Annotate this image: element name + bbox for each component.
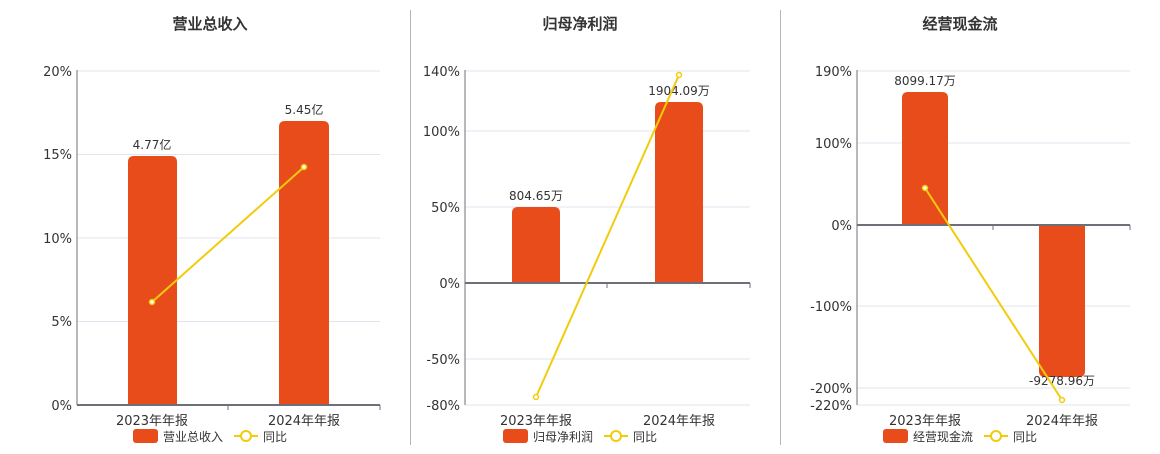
panel-divider — [780, 10, 781, 445]
grid-lines — [77, 70, 380, 322]
y-tick: 0% — [51, 399, 72, 414]
x-category: 2024年年报 — [643, 414, 715, 429]
y-tick: 100% — [423, 125, 460, 140]
chart-panel-revenue: 营业总收入 20% 15% 10% 5% 0% 4.77亿 5.45亿 2023… — [0, 0, 400, 450]
x-category: 2023年年报 — [116, 414, 188, 429]
bar-value-label: 8099.17万 — [894, 74, 956, 88]
bar-2024[interactable] — [279, 121, 329, 405]
x-category: 2023年年报 — [500, 414, 572, 429]
chart-panel-net-profit: 归母净利润 140% 100% 50% 0% -50% -80% 804.65万… — [400, 0, 780, 450]
legend-bar-label[interactable]: 营业总收入 — [163, 430, 223, 444]
legend-line-label[interactable]: 同比 — [1013, 430, 1037, 444]
revenue-chart: 营业总收入 20% 15% 10% 5% 0% 4.77亿 5.45亿 2023… — [43, 15, 381, 444]
y-tick: 0% — [831, 219, 852, 234]
legend-bar-swatch[interactable] — [133, 429, 158, 443]
y-tick: 190% — [815, 65, 852, 80]
y-tick: 0% — [439, 277, 460, 292]
y-tick: 20% — [43, 65, 72, 80]
bar-value-label: -9278.96万 — [1029, 374, 1095, 388]
legend-bar-swatch[interactable] — [883, 429, 908, 443]
cash-flow-chart: 经营现金流 190% 100% 0% -100% -200% -220% 809… — [810, 15, 1131, 444]
bar-value-label: 1904.09万 — [648, 84, 710, 98]
yoy-point[interactable] — [921, 184, 929, 192]
grid-lines — [857, 70, 1130, 406]
chart-title: 经营现金流 — [922, 15, 997, 33]
bar-2024[interactable] — [1039, 225, 1085, 377]
bar-2023[interactable] — [512, 207, 560, 283]
legend-bar-label[interactable]: 归母净利润 — [533, 430, 593, 444]
chart-title: 归母净利润 — [542, 15, 617, 33]
bar-value-label: 4.77亿 — [133, 137, 172, 152]
y-tick: 50% — [431, 201, 460, 216]
y-tick: -200% — [810, 382, 852, 397]
x-category: 2024年年报 — [268, 414, 340, 429]
legend-bar-swatch[interactable] — [503, 429, 528, 443]
legend: 营业总收入 同比 — [133, 429, 287, 444]
y-tick: 15% — [43, 148, 72, 163]
y-axis-labels: 190% 100% 0% -100% -200% -220% — [810, 65, 852, 414]
y-tick: -220% — [810, 399, 852, 414]
legend-line-label[interactable]: 同比 — [263, 430, 287, 444]
bar-value-label: 804.65万 — [509, 189, 563, 203]
x-category: 2023年年报 — [889, 414, 961, 429]
y-tick: -50% — [426, 353, 460, 368]
yoy-point[interactable] — [148, 298, 156, 306]
yoy-line — [151, 166, 305, 303]
y-axis-labels: 20% 15% 10% 5% 0% — [43, 65, 72, 414]
yoy-point[interactable] — [1058, 396, 1066, 404]
chart-panel-cash-flow: 经营现金流 190% 100% 0% -100% -200% -220% 809… — [780, 0, 1160, 450]
legend-line-icon[interactable] — [610, 430, 622, 442]
y-axis-labels: 140% 100% 50% 0% -50% -80% — [423, 65, 460, 414]
x-category: 2024年年报 — [1026, 414, 1098, 429]
bar-2024[interactable] — [655, 102, 703, 283]
y-tick: -100% — [810, 300, 852, 315]
y-tick: 5% — [51, 315, 72, 330]
y-tick: 140% — [423, 65, 460, 80]
yoy-point[interactable] — [532, 393, 540, 401]
legend-line-icon[interactable] — [990, 430, 1002, 442]
legend-line-label[interactable]: 同比 — [633, 430, 657, 444]
y-tick: 100% — [815, 137, 852, 152]
net-profit-chart: 归母净利润 140% 100% 50% 0% -50% -80% 804.65万… — [423, 15, 751, 444]
yoy-line — [924, 187, 1063, 401]
chart-title: 营业总收入 — [172, 15, 247, 33]
yoy-point[interactable] — [300, 163, 308, 171]
panel-divider — [410, 10, 411, 445]
legend: 归母净利润 同比 — [503, 429, 657, 444]
legend-bar-label[interactable]: 经营现金流 — [913, 429, 973, 444]
legend-line-icon[interactable] — [240, 430, 252, 442]
yoy-line — [535, 74, 680, 398]
y-tick: 10% — [43, 232, 72, 247]
legend: 经营现金流 同比 — [883, 429, 1037, 444]
bar-value-label: 5.45亿 — [285, 102, 324, 117]
bar-2023[interactable] — [902, 92, 948, 225]
y-tick: -80% — [426, 399, 460, 414]
bar-2023[interactable] — [128, 156, 177, 405]
yoy-point[interactable] — [675, 71, 683, 79]
